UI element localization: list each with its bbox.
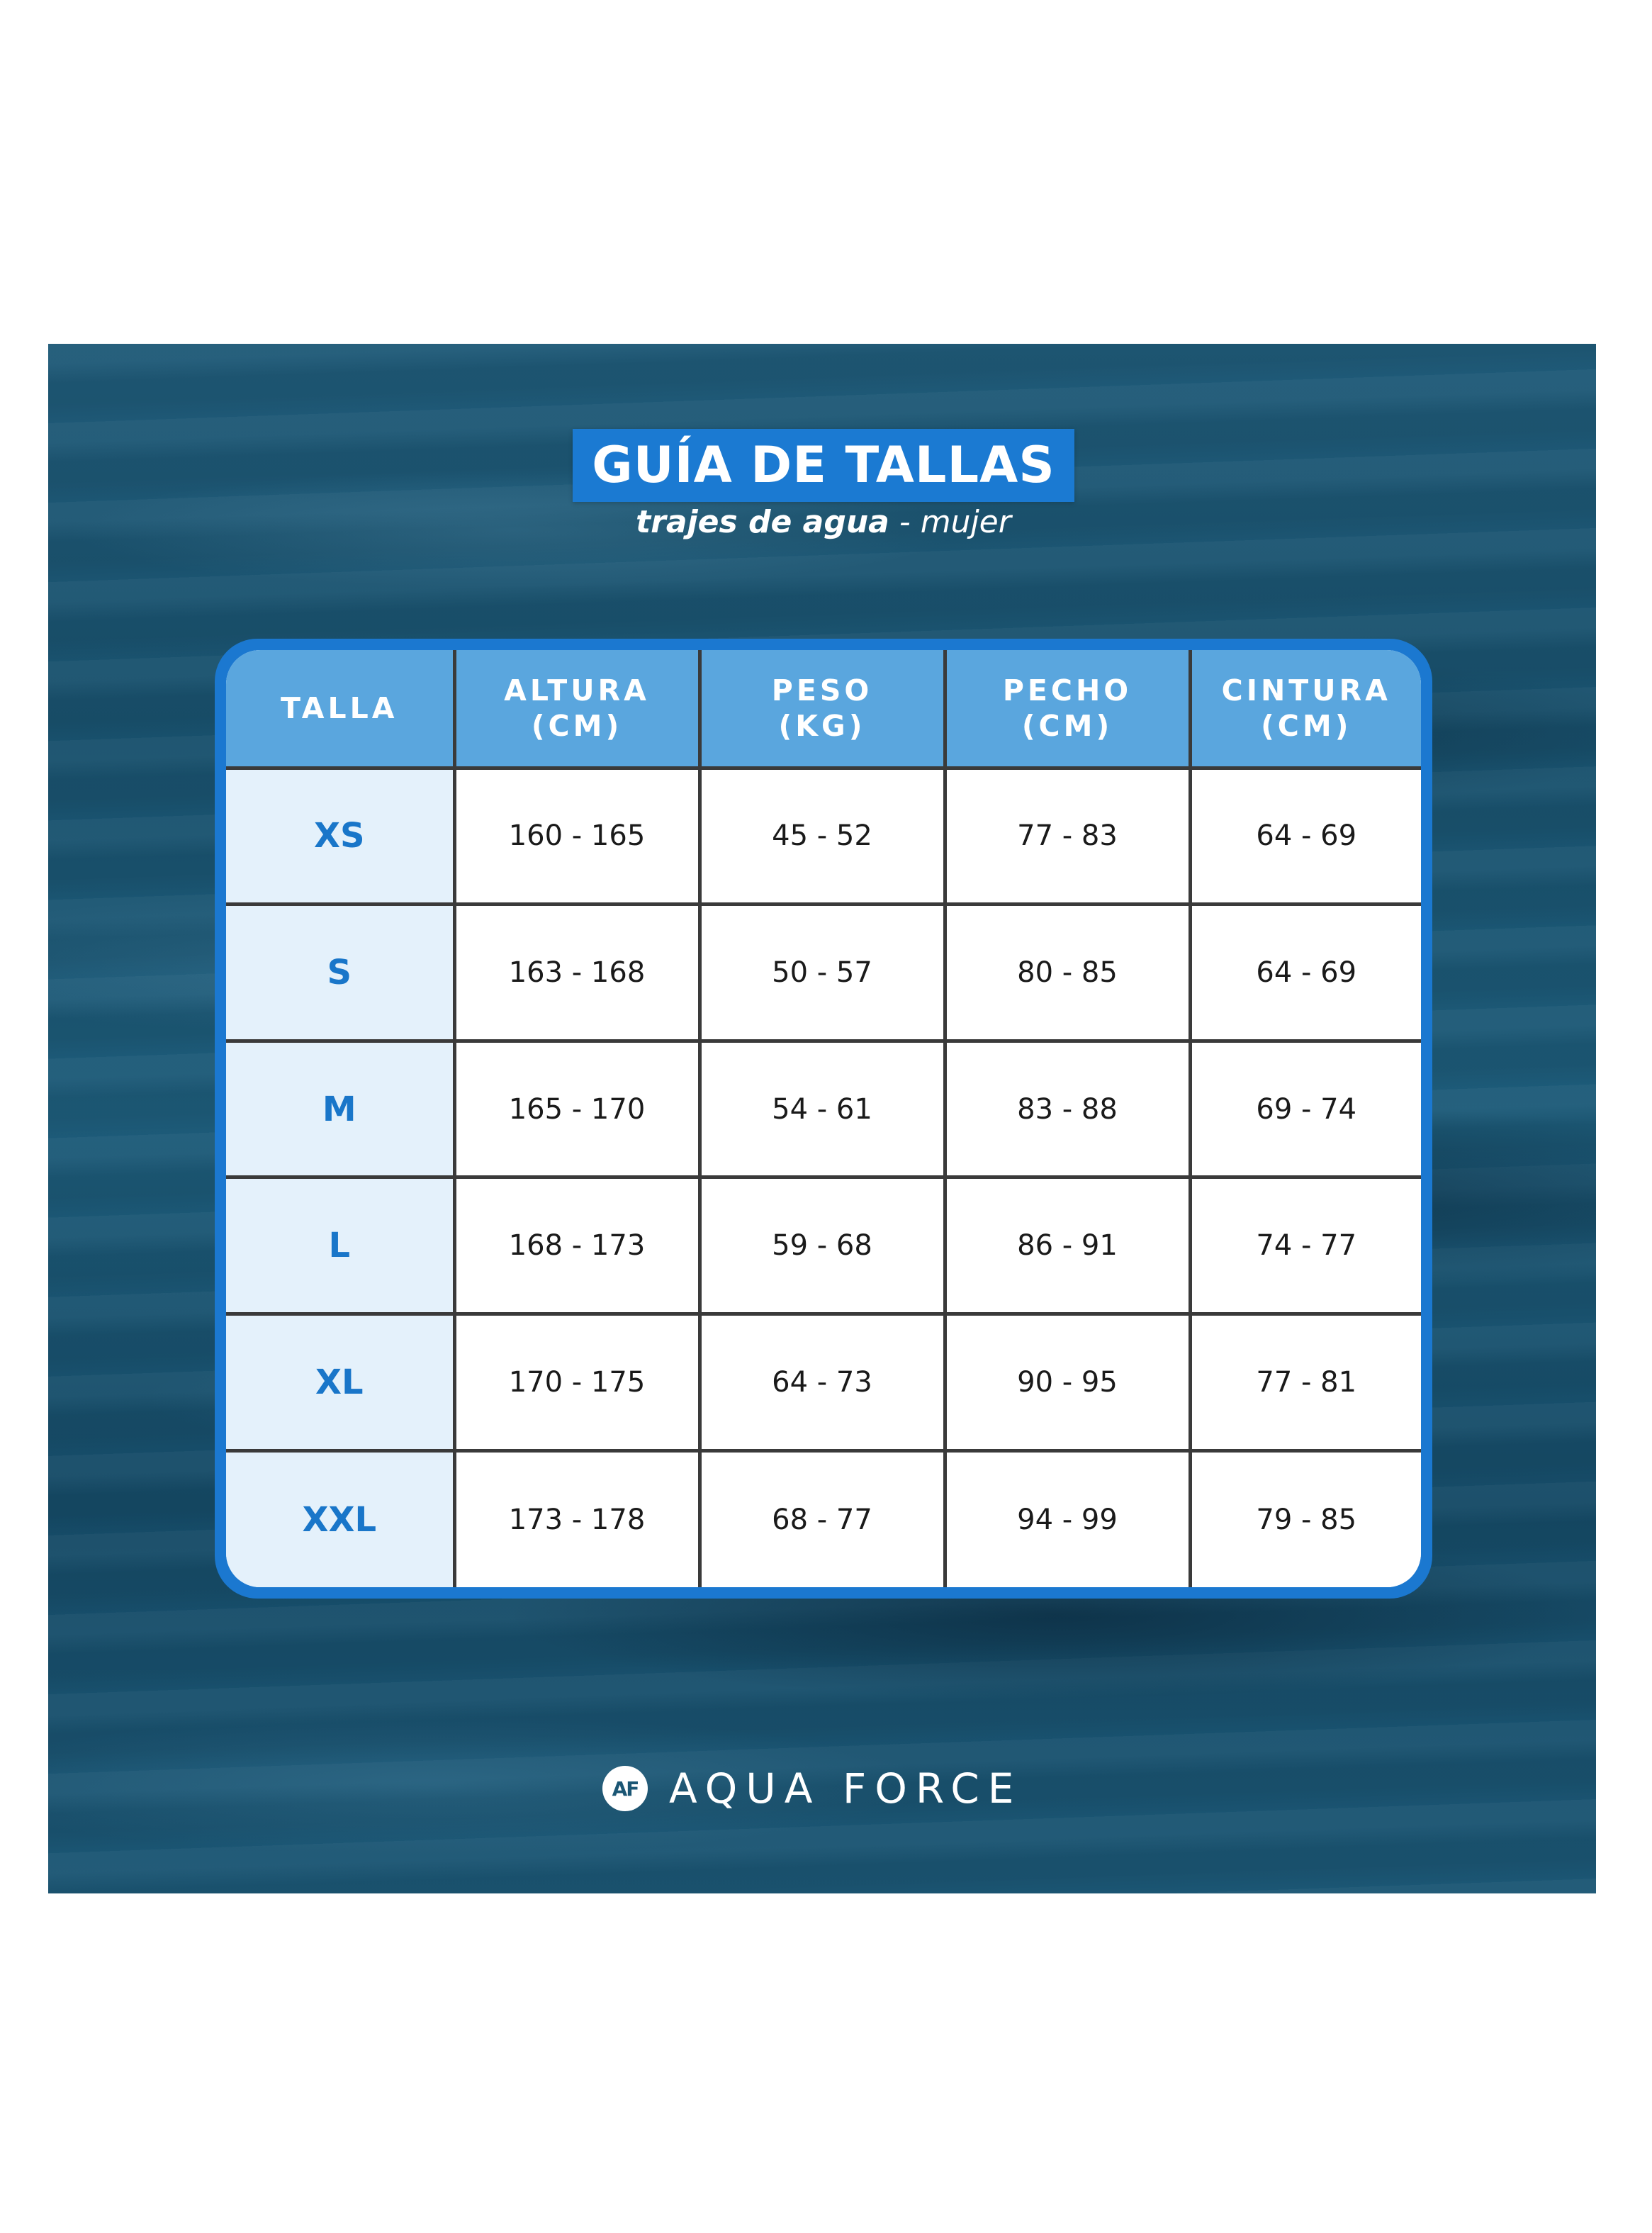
subtitle-bold: trajes de agua xyxy=(636,504,889,540)
peso-cell: 50 - 57 xyxy=(697,902,945,1041)
af-logo-icon: AF xyxy=(602,1766,648,1811)
header-altura-label: ALTURA xyxy=(504,673,650,707)
cintura-cell: 77 - 81 xyxy=(1188,1312,1421,1451)
header-cintura: CINTURA (CM) xyxy=(1188,650,1421,768)
size-cell: XS xyxy=(226,766,454,905)
pecho-cell: 80 - 85 xyxy=(943,902,1190,1041)
size-cell: S xyxy=(226,902,454,1041)
header-pecho: PECHO (CM) xyxy=(943,650,1190,768)
header-peso-unit: (KG) xyxy=(778,708,866,743)
peso-cell: 68 - 77 xyxy=(697,1448,945,1587)
cintura-cell: 79 - 85 xyxy=(1188,1448,1421,1587)
peso-cell: 64 - 73 xyxy=(697,1312,945,1451)
pecho-cell: 83 - 88 xyxy=(943,1039,1190,1177)
pecho-cell: 94 - 99 xyxy=(943,1448,1190,1587)
table-row: XL 170 - 175 64 - 73 90 - 95 77 - 81 xyxy=(226,1312,1421,1451)
table-row: S 163 - 168 50 - 57 80 - 85 64 - 69 xyxy=(226,902,1421,1041)
altura-cell: 170 - 175 xyxy=(452,1312,699,1451)
size-table-frame: TALLA ALTURA (CM) PESO (KG) PECHO (CM) CINT… xyxy=(215,639,1432,1599)
header-altura-unit: (CM) xyxy=(531,708,623,743)
peso-cell: 45 - 52 xyxy=(697,766,945,905)
altura-cell: 173 - 178 xyxy=(452,1448,699,1587)
logo-mark-letters: AF xyxy=(612,1776,640,1801)
table-row: XS 160 - 165 45 - 52 77 - 83 64 - 69 xyxy=(226,766,1421,905)
header-pecho-label: PECHO xyxy=(1002,673,1133,707)
size-cell: XXL xyxy=(226,1448,454,1587)
peso-cell: 54 - 61 xyxy=(697,1039,945,1177)
pecho-cell: 77 - 83 xyxy=(943,766,1190,905)
altura-cell: 163 - 168 xyxy=(452,902,699,1041)
header-pecho-unit: (CM) xyxy=(1021,708,1113,743)
size-cell: L xyxy=(226,1175,454,1314)
header-cintura-label: CINTURA xyxy=(1221,673,1391,707)
brand-logo: AF AQUA FORCE xyxy=(602,1764,1022,1813)
header-peso-label: PESO xyxy=(771,673,873,707)
table-row: M 165 - 170 54 - 61 83 - 88 69 - 74 xyxy=(226,1039,1421,1177)
size-table-container: TALLA ALTURA (CM) PESO (KG) PECHO (CM) CINT… xyxy=(226,650,1421,1587)
altura-cell: 168 - 173 xyxy=(452,1175,699,1314)
altura-cell: 165 - 170 xyxy=(452,1039,699,1177)
size-cell: XL xyxy=(226,1312,454,1451)
cintura-cell: 69 - 74 xyxy=(1188,1039,1421,1177)
header-cintura-unit: (CM) xyxy=(1261,708,1352,743)
altura-cell: 160 - 165 xyxy=(452,766,699,905)
size-cell: M xyxy=(226,1039,454,1177)
header-talla-label: TALLA xyxy=(281,690,398,725)
peso-cell: 59 - 68 xyxy=(697,1175,945,1314)
pecho-cell: 90 - 95 xyxy=(943,1312,1190,1451)
page-title: GUÍA DE TALLAS xyxy=(592,436,1055,494)
cintura-cell: 74 - 77 xyxy=(1188,1175,1421,1314)
table-row: XXL 173 - 178 68 - 77 94 - 99 79 - 85 xyxy=(226,1448,1421,1587)
table-row: L 168 - 173 59 - 68 86 - 91 74 - 77 xyxy=(226,1175,1421,1314)
header-peso: PESO (KG) xyxy=(697,650,945,768)
title-banner xyxy=(573,429,1074,502)
size-table: TALLA ALTURA (CM) PESO (KG) PECHO (CM) CINT… xyxy=(226,650,1421,1587)
brand-name: AQUA FORCE xyxy=(669,1764,1023,1813)
table-header-row: TALLA ALTURA (CM) PESO (KG) PECHO (CM) CINT… xyxy=(226,650,1421,768)
cintura-cell: 64 - 69 xyxy=(1188,766,1421,905)
cintura-cell: 64 - 69 xyxy=(1188,902,1421,1041)
subtitle-rest: - mujer xyxy=(889,504,1011,540)
pecho-cell: 86 - 91 xyxy=(943,1175,1190,1314)
page-subtitle: trajes de agua - mujer xyxy=(496,498,1151,547)
header-altura: ALTURA (CM) xyxy=(452,650,699,768)
header-talla: TALLA xyxy=(226,650,454,768)
